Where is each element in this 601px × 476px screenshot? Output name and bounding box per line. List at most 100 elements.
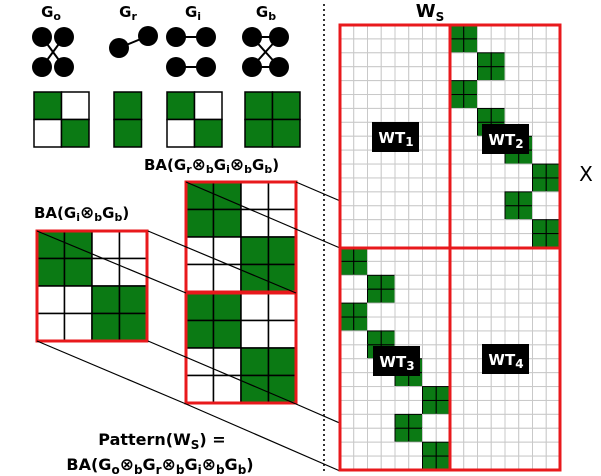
ws-cell-filled: [367, 288, 382, 304]
ws-cell-empty: [463, 358, 478, 374]
ws-cell-empty: [490, 274, 506, 290]
ws-cell-filled: [380, 330, 396, 346]
ws-cell-empty: [422, 24, 437, 40]
graph-node: [269, 27, 289, 47]
ws-cell-empty: [463, 427, 478, 443]
ws-cell-empty: [394, 441, 410, 457]
ws-cell-empty: [518, 38, 533, 54]
ws-cell-empty: [532, 302, 547, 318]
connector-line: [147, 340, 297, 405]
ws-cell-filled: [477, 66, 492, 82]
cell-filled: [267, 347, 297, 377]
ws-cell-empty: [545, 441, 561, 457]
ws-cell-empty: [545, 386, 561, 401]
ws-cell-empty: [463, 344, 478, 360]
ws-cell-empty: [353, 80, 368, 96]
ws-cell-empty: [353, 177, 368, 193]
ws-cell-empty: [545, 288, 561, 304]
wt1-tag: WT1: [372, 122, 419, 152]
ws-cell-empty: [477, 441, 492, 457]
ws-cell-empty: [435, 302, 451, 318]
ws-cell-empty: [477, 288, 492, 304]
ws-cell-empty: [490, 372, 506, 388]
ws-cell-empty: [339, 135, 355, 151]
ws-cell-empty: [449, 219, 465, 235]
ws-cell-empty: [490, 260, 506, 276]
adjacency-matrices: [33, 91, 301, 405]
ws-cell-filled: [463, 38, 478, 54]
ws-cell-empty: [463, 121, 478, 137]
ws-cell-empty: [545, 80, 561, 96]
cell-filled: [185, 292, 215, 322]
ws-cell-filled: [477, 52, 492, 68]
ws-cell-empty: [504, 441, 520, 457]
ws-cell-empty: [545, 135, 561, 151]
ws-cell-empty: [394, 205, 410, 221]
matrix-gr: [113, 91, 143, 148]
ws-cell-empty: [518, 107, 533, 123]
graph-label-b: Gb: [256, 3, 276, 23]
ws-cell-empty: [394, 163, 410, 179]
ws-cell-empty: [463, 386, 478, 401]
matrix-gb: [244, 91, 301, 148]
ws-cell-empty: [463, 413, 478, 429]
ws-cell-empty: [463, 135, 478, 151]
ws-cell-empty: [449, 413, 465, 429]
ws-cell-empty: [490, 246, 506, 262]
ws-cell-empty: [463, 330, 478, 346]
ws-cell-empty: [339, 38, 355, 54]
ws-cell-empty: [367, 24, 382, 40]
ws-cell-empty: [490, 302, 506, 318]
ws-cell-empty: [394, 399, 410, 415]
ws-cell-empty: [545, 52, 561, 68]
ws-cell-empty: [422, 135, 437, 151]
ws-cell-empty: [504, 386, 520, 401]
ws-cell-empty: [435, 413, 451, 429]
ws-cell-empty: [532, 80, 547, 96]
ws-cell-empty: [408, 38, 423, 54]
ws-cell-empty: [477, 219, 492, 235]
ws-cell-filled: [518, 191, 533, 207]
cell-empty: [91, 257, 121, 287]
ws-cell-empty: [422, 274, 437, 290]
ws-cell-empty: [422, 107, 437, 123]
cell-filled: [240, 263, 270, 293]
ws-cell-empty: [408, 24, 423, 40]
ws-cell-empty: [518, 316, 533, 332]
ws-cell-empty: [518, 177, 533, 193]
ws-cell-empty: [380, 149, 396, 165]
svg-text:WT3: WT3: [379, 353, 414, 373]
graph-node: [196, 27, 216, 47]
ws-cell-empty: [408, 441, 423, 457]
ws-cell-empty: [353, 24, 368, 40]
ws-cell-empty: [463, 233, 478, 249]
ws-cell-empty: [353, 94, 368, 109]
ws-cell-filled: [463, 80, 478, 96]
ws-cell-empty: [339, 149, 355, 165]
ws-cell-empty: [422, 38, 437, 54]
ws-cell-empty: [353, 358, 368, 374]
ws-cell-empty: [532, 330, 547, 346]
graph-node: [32, 27, 52, 47]
label-x: X: [579, 162, 593, 186]
ws-cell-empty: [504, 302, 520, 318]
ws-cell-empty: [449, 163, 465, 179]
ws-cell-empty: [380, 191, 396, 207]
ws-cell-empty: [504, 219, 520, 235]
ws-cell-empty: [339, 288, 355, 304]
ws-cell-empty: [477, 302, 492, 318]
ws-cell-empty: [490, 80, 506, 96]
ws-cell-empty: [367, 94, 382, 109]
cell-empty: [185, 236, 215, 266]
cell-empty: [212, 347, 242, 377]
ws-cell-empty: [504, 66, 520, 82]
ws-cell-filled: [490, 66, 506, 82]
graph-label-r: Gr: [119, 3, 137, 23]
cell-filled: [36, 230, 66, 260]
ws-cell-filled: [463, 24, 478, 40]
ws-cell-empty: [394, 149, 410, 165]
ws-cell-empty: [449, 233, 465, 249]
ws-cell-empty: [518, 94, 533, 109]
svg-text:WT4: WT4: [488, 351, 523, 371]
ws-cell-empty: [408, 219, 423, 235]
